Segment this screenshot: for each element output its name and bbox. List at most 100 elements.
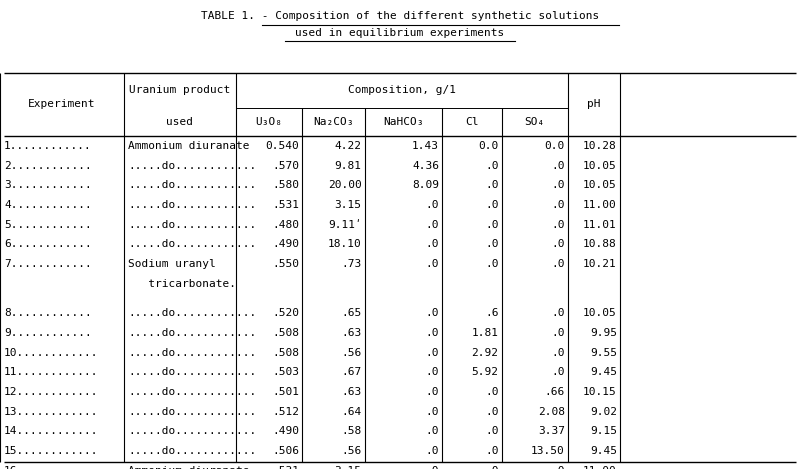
Text: 9.81: 9.81 bbox=[334, 160, 362, 171]
Text: 9.11ʹ: 9.11ʹ bbox=[328, 219, 362, 230]
Text: .520: .520 bbox=[272, 308, 299, 318]
Text: 9.55: 9.55 bbox=[590, 348, 617, 358]
Text: used in equilibrium experiments: used in equilibrium experiments bbox=[295, 28, 505, 38]
Text: .0: .0 bbox=[551, 239, 565, 250]
Text: Cl: Cl bbox=[466, 117, 478, 127]
Text: .0: .0 bbox=[485, 239, 498, 250]
Text: 9.45: 9.45 bbox=[590, 367, 617, 378]
Text: SO₄: SO₄ bbox=[525, 117, 545, 127]
Text: .531: .531 bbox=[272, 466, 299, 469]
Text: .490: .490 bbox=[272, 239, 299, 250]
Text: 1.81: 1.81 bbox=[471, 328, 498, 338]
Text: 9.95: 9.95 bbox=[590, 328, 617, 338]
Text: Composition, g/1: Composition, g/1 bbox=[348, 85, 456, 95]
Text: .0: .0 bbox=[485, 180, 498, 190]
Text: 12............: 12............ bbox=[4, 387, 98, 397]
Text: 0.0: 0.0 bbox=[478, 141, 498, 151]
Text: .0: .0 bbox=[426, 239, 439, 250]
Text: 9.15: 9.15 bbox=[590, 426, 617, 437]
Text: 10.28: 10.28 bbox=[583, 141, 617, 151]
Text: 3.15: 3.15 bbox=[334, 466, 362, 469]
Text: 10.05: 10.05 bbox=[583, 180, 617, 190]
Text: .480: .480 bbox=[272, 219, 299, 230]
Text: .0: .0 bbox=[551, 180, 565, 190]
Text: 4.22: 4.22 bbox=[334, 141, 362, 151]
Text: .67: .67 bbox=[342, 367, 362, 378]
Text: 4.36: 4.36 bbox=[412, 160, 439, 171]
Text: 3............: 3............ bbox=[4, 180, 92, 190]
Text: .73: .73 bbox=[342, 259, 362, 269]
Text: .503: .503 bbox=[272, 367, 299, 378]
Text: 10.05: 10.05 bbox=[583, 308, 617, 318]
Text: used: used bbox=[166, 117, 194, 127]
Text: .0: .0 bbox=[551, 259, 565, 269]
Text: .0: .0 bbox=[426, 367, 439, 378]
Text: 10.15: 10.15 bbox=[583, 387, 617, 397]
Text: 5.92: 5.92 bbox=[471, 367, 498, 378]
Text: 10.88: 10.88 bbox=[583, 239, 617, 250]
Text: .....do............: .....do............ bbox=[128, 367, 256, 378]
Text: .....do............: .....do............ bbox=[128, 328, 256, 338]
Text: Sodium uranyl: Sodium uranyl bbox=[128, 259, 216, 269]
Text: 10.05: 10.05 bbox=[583, 160, 617, 171]
Text: 13.50: 13.50 bbox=[531, 446, 565, 456]
Text: 3.15: 3.15 bbox=[334, 200, 362, 210]
Text: .0: .0 bbox=[485, 219, 498, 230]
Text: 0.540: 0.540 bbox=[266, 141, 299, 151]
Text: .0: .0 bbox=[426, 259, 439, 269]
Text: .....do............: .....do............ bbox=[128, 160, 256, 171]
Text: tricarbonate.: tricarbonate. bbox=[128, 279, 236, 289]
Text: NaHCO₃: NaHCO₃ bbox=[383, 117, 424, 127]
Text: .0: .0 bbox=[426, 387, 439, 397]
Text: Ammonium diuranate: Ammonium diuranate bbox=[128, 466, 250, 469]
Text: .0: .0 bbox=[551, 308, 565, 318]
Text: 10.21: 10.21 bbox=[583, 259, 617, 269]
Text: .0: .0 bbox=[485, 407, 498, 417]
Text: 15............: 15............ bbox=[4, 446, 98, 456]
Text: 0.0: 0.0 bbox=[545, 141, 565, 151]
Text: .506: .506 bbox=[272, 446, 299, 456]
Text: .0: .0 bbox=[426, 219, 439, 230]
Text: .0: .0 bbox=[485, 446, 498, 456]
Text: 8............: 8............ bbox=[4, 308, 92, 318]
Text: U₃O₈: U₃O₈ bbox=[256, 117, 282, 127]
Text: Uranium product: Uranium product bbox=[130, 85, 230, 95]
Text: .0: .0 bbox=[426, 308, 439, 318]
Text: 11............: 11............ bbox=[4, 367, 98, 378]
Text: .....do............: .....do............ bbox=[128, 219, 256, 230]
Text: .501: .501 bbox=[272, 387, 299, 397]
Text: 11.00: 11.00 bbox=[583, 466, 617, 469]
Text: .0: .0 bbox=[426, 348, 439, 358]
Text: .....do............: .....do............ bbox=[128, 387, 256, 397]
Text: .6: .6 bbox=[485, 308, 498, 318]
Text: .0: .0 bbox=[426, 200, 439, 210]
Text: .64: .64 bbox=[342, 407, 362, 417]
Text: 9.02: 9.02 bbox=[590, 407, 617, 417]
Text: .570: .570 bbox=[272, 160, 299, 171]
Text: 6............: 6............ bbox=[4, 239, 92, 250]
Text: 11.01: 11.01 bbox=[583, 219, 617, 230]
Text: .512: .512 bbox=[272, 407, 299, 417]
Text: .0: .0 bbox=[485, 426, 498, 437]
Text: 10............: 10............ bbox=[4, 348, 98, 358]
Text: 9............: 9............ bbox=[4, 328, 92, 338]
Text: 4............: 4............ bbox=[4, 200, 92, 210]
Text: .0: .0 bbox=[551, 160, 565, 171]
Text: .....do............: .....do............ bbox=[128, 407, 256, 417]
Text: .531: .531 bbox=[272, 200, 299, 210]
Text: .580: .580 bbox=[272, 180, 299, 190]
Text: .....do............: .....do............ bbox=[128, 200, 256, 210]
Text: 2............: 2............ bbox=[4, 160, 92, 171]
Text: .....do............: .....do............ bbox=[128, 308, 256, 318]
Text: .....do............: .....do............ bbox=[128, 180, 256, 190]
Text: .550: .550 bbox=[272, 259, 299, 269]
Text: .....do............: .....do............ bbox=[128, 239, 256, 250]
Text: 2.92: 2.92 bbox=[471, 348, 498, 358]
Text: pH: pH bbox=[587, 99, 601, 109]
Text: .....do............: .....do............ bbox=[128, 426, 256, 437]
Text: 18.10: 18.10 bbox=[328, 239, 362, 250]
Text: .0: .0 bbox=[485, 387, 498, 397]
Text: .0: .0 bbox=[551, 348, 565, 358]
Text: .0: .0 bbox=[426, 466, 439, 469]
Text: 13............: 13............ bbox=[4, 407, 98, 417]
